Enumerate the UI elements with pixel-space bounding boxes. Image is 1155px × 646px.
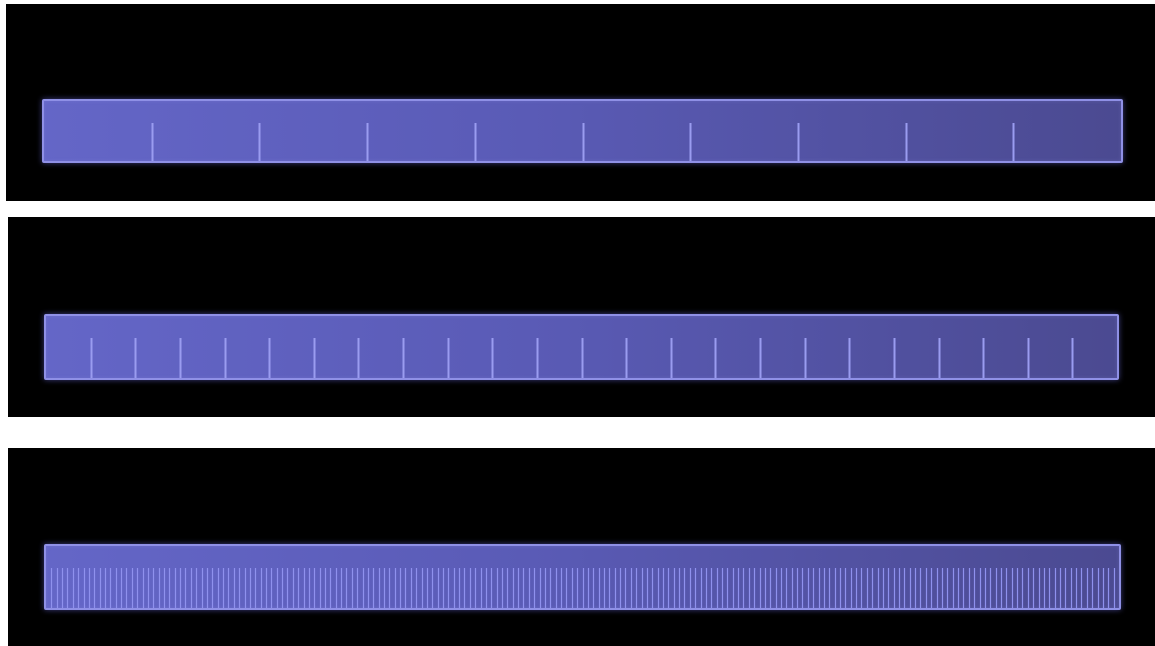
ruler-ticks-2: [90, 338, 1074, 378]
ruler-bar-2: [44, 314, 1119, 380]
ruler-panel-2: [8, 217, 1155, 417]
ruler-panel-1: [6, 4, 1155, 201]
ruler-bar-3: [44, 544, 1121, 610]
ruler-panel-3: [8, 448, 1155, 646]
ruler-bar-1: [42, 99, 1123, 163]
ruler-ticks-1: [151, 123, 1015, 161]
ruler-ticks-3: [50, 568, 1116, 608]
